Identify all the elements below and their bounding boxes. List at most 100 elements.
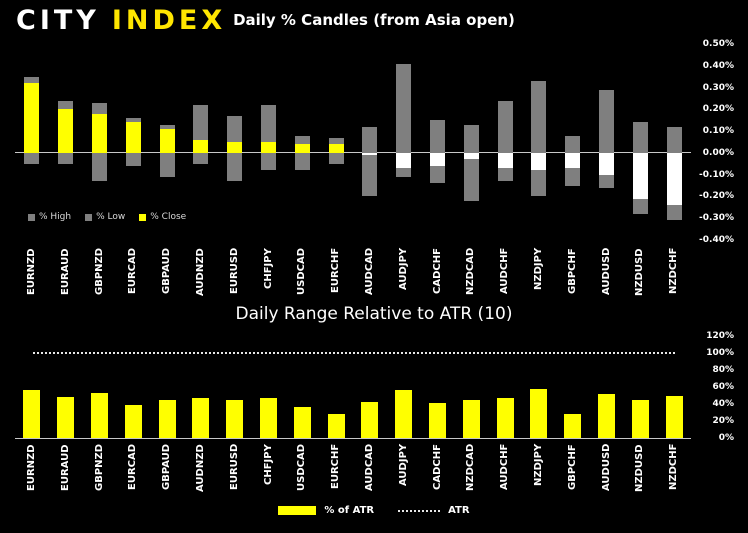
high-series-label: % High: [39, 212, 72, 222]
y-axis-tick-label: 0%: [718, 433, 734, 443]
x-axis-category-label: NZDJPY: [532, 248, 544, 291]
atr-percent-bar: [91, 393, 108, 438]
high-low-bar: [261, 105, 276, 171]
x-axis-category-label: GBPCHF: [566, 444, 578, 490]
close-bar: [193, 139, 209, 153]
low-series-swatch-icon: [85, 213, 93, 221]
close-bar: [261, 142, 276, 153]
high-low-bar: [193, 105, 209, 164]
atr-dotted-line-icon: [398, 509, 441, 512]
atr-percent-bar: [226, 399, 244, 439]
atr-percent-bar: [530, 388, 548, 438]
x-axis-category-label: EURNZD: [25, 444, 37, 491]
legend-item-high: % High: [28, 212, 71, 222]
high-low-bar: [531, 81, 547, 197]
x-axis-category-label: AUDCAD: [363, 444, 375, 492]
atr-percent-bar: [23, 389, 41, 438]
y-axis-tick-label: -0.30%: [699, 213, 734, 224]
close-bar: [632, 152, 648, 199]
close-bar: [294, 144, 310, 153]
x-axis-category-label: EURCAD: [127, 248, 139, 295]
atr-percent-bar: [124, 404, 142, 438]
x-axis-category-label: AUDNZD: [194, 444, 206, 492]
atr-percent-bar: [57, 397, 75, 438]
x-axis-category-label: EURUSD: [228, 248, 240, 295]
close-bar: [599, 152, 614, 175]
y-axis-tick-label: -0.10%: [699, 169, 734, 180]
atr-percent-bar: [665, 395, 683, 438]
y-axis-tick-label: 0.40%: [702, 60, 734, 71]
close-bar: [531, 152, 547, 171]
high-low-bar: [396, 63, 412, 177]
bottom-chart-legend: % of ATR ATR: [0, 505, 748, 516]
x-axis-category-label: AUDJPY: [397, 248, 409, 291]
top-chart-y-axis: 0.50% 0.40% 0.30% 0.20% 0.10% 0.00% -0.10% -0.2…: [692, 39, 742, 245]
close-bar: [125, 122, 141, 153]
x-axis-category-label: USDCAD: [296, 444, 308, 492]
x-axis-category-label: NZDCAD: [465, 444, 477, 492]
x-axis-category-label: GBPCHF: [566, 248, 578, 294]
x-axis-category-label: CADCHF: [431, 248, 443, 294]
x-axis-category-label: AUDCHF: [499, 248, 511, 295]
atr-percent-bar: [192, 398, 210, 438]
y-axis-tick-label: 120%: [706, 331, 734, 341]
x-axis-category-label: GBPAUD: [161, 444, 173, 491]
zero-axis-line: [15, 152, 691, 154]
top-chart-legend: % High % Low % Close: [28, 212, 186, 222]
atr-percent-bar: [293, 407, 311, 438]
atr-percent-bar: [429, 403, 446, 438]
baseline-axis-line: [15, 437, 691, 439]
x-axis-category-label: AUDJPY: [397, 444, 409, 487]
atr-percent-bar: [327, 414, 345, 438]
logo-index: INDEX: [111, 5, 227, 36]
y-axis-tick-label: 0.20%: [702, 104, 734, 115]
atr-percent-bar: [158, 399, 176, 439]
x-axis-category-label: GBPNZD: [93, 444, 105, 492]
close-bar: [430, 152, 445, 166]
y-axis-tick-label: 0.50%: [702, 39, 734, 49]
y-axis-tick-label: 0.00%: [702, 147, 734, 158]
y-axis-tick-label: 40%: [712, 399, 734, 409]
x-axis-category-label: EURNZD: [25, 248, 37, 295]
x-axis-category-label: AUDCHF: [499, 444, 511, 491]
x-axis-category-label: NZDUSD: [634, 444, 646, 492]
atr-percent-bar: [496, 398, 514, 438]
top-chart-plot-area: [15, 44, 691, 240]
high-low-bar: [294, 135, 310, 171]
close-bar: [362, 152, 378, 156]
close-bar: [24, 83, 40, 153]
x-axis-category-label: AUDCAD: [363, 248, 375, 296]
x-axis-category-label: GBPNZD: [93, 248, 105, 296]
y-axis-tick-label: -0.20%: [699, 191, 734, 202]
legend-item-low: % Low: [85, 212, 125, 222]
atr-percent-bar: [395, 390, 413, 438]
close-bar: [92, 113, 107, 153]
x-axis-category-label: CHFJPY: [262, 248, 274, 289]
legend-item-close: % Close: [139, 212, 186, 222]
x-axis-category-label: EURUSD: [228, 444, 240, 491]
close-bar: [227, 142, 243, 153]
x-axis-category-label: AUDNZD: [194, 248, 206, 296]
close-bar: [58, 109, 74, 153]
low-series-label: % Low: [96, 212, 126, 222]
y-axis-tick-label: 100%: [706, 348, 734, 358]
atr-dotted-line: [33, 352, 675, 354]
bottom-chart-y-axis: 120% 100% 80% 60% 40% 20% 0%: [692, 331, 742, 443]
x-axis-category-label: AUDUSD: [600, 248, 612, 296]
atr-percent-bar: [361, 401, 379, 438]
atr-percent-bar: [462, 399, 480, 439]
x-axis-category-label: NZDUSD: [634, 248, 646, 296]
close-bar: [565, 152, 581, 169]
logo-city: CITY: [16, 5, 100, 36]
close-bar: [159, 128, 175, 153]
x-axis-category-label: CADCHF: [431, 444, 443, 490]
x-axis-category-label: EURAUD: [59, 444, 71, 491]
high-low-bar: [430, 120, 445, 184]
x-axis-category-label: NZDCHF: [668, 444, 680, 491]
close-bar: [396, 152, 412, 169]
x-axis-category-label: NZDJPY: [532, 444, 544, 487]
y-axis-tick-label: 20%: [712, 416, 734, 426]
x-axis-category-label: EURCAD: [127, 444, 139, 491]
x-axis-category-label: EURCHF: [330, 444, 342, 490]
close-bar: [328, 144, 344, 153]
